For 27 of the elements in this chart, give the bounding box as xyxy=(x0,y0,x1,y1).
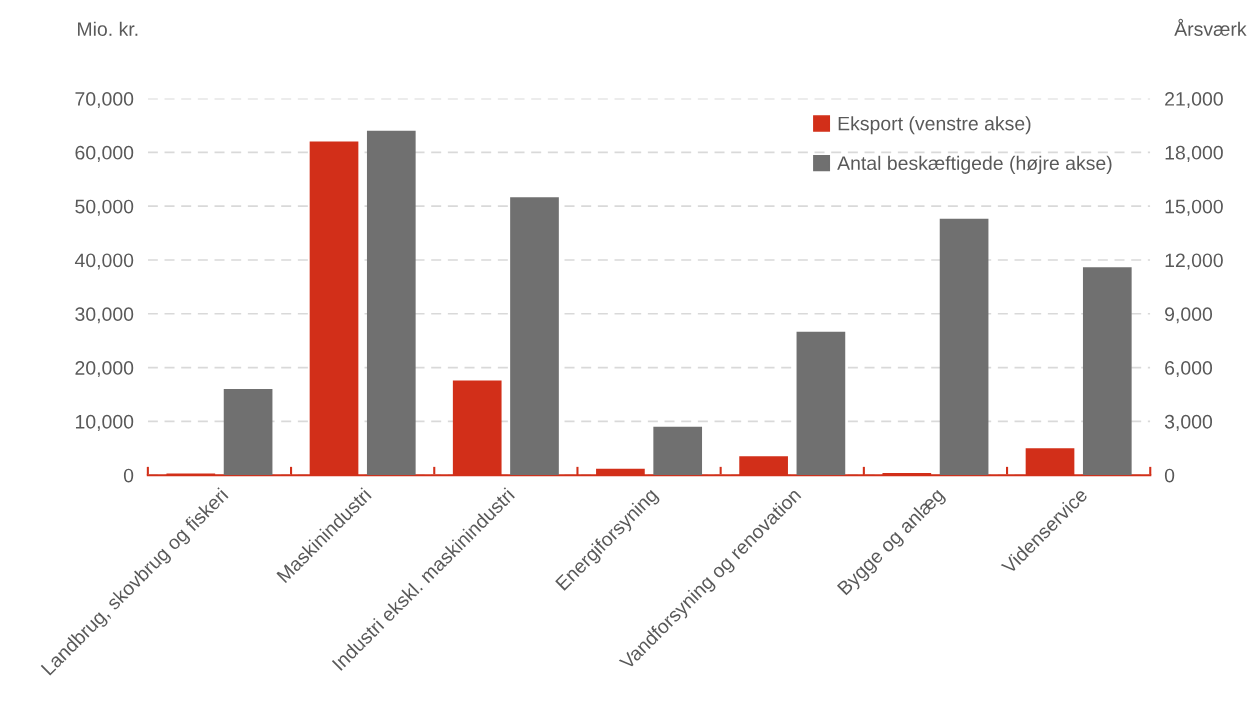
y2-tick-label: 15,000 xyxy=(1165,199,1223,216)
bar xyxy=(653,426,703,476)
y-tick-label: 20,000 xyxy=(75,361,134,378)
y-tick-label: 50,000 xyxy=(75,199,134,216)
y-tick-label: 40,000 xyxy=(74,253,134,270)
bar xyxy=(1082,267,1132,476)
bar xyxy=(366,130,416,476)
y-tick-label: 30,000 xyxy=(75,307,134,324)
bar xyxy=(796,331,846,476)
bar xyxy=(510,197,559,476)
y-axis-title: Mio. kr. xyxy=(78,21,138,36)
y2-axis-title: Årsværk xyxy=(1174,18,1247,36)
y-tick-label: 60,000 xyxy=(75,145,134,162)
bar xyxy=(939,218,989,476)
bar xyxy=(223,389,273,476)
y-tick-label: 0 xyxy=(123,468,134,483)
y-tick-label: 10,000 xyxy=(75,414,134,431)
y2-tick-label: 6,000 xyxy=(1165,361,1213,378)
y2-tick-label: 21,000 xyxy=(1165,92,1223,109)
y2-tick-label: 9,000 xyxy=(1165,307,1213,324)
y-tick-label: 70,000 xyxy=(75,92,134,109)
y2-tick-label: 3,000 xyxy=(1164,414,1213,431)
y2-tick-label: 12,000 xyxy=(1165,253,1223,270)
y2-tick-label: 0 xyxy=(1164,468,1175,483)
legend-label: Eksport (venstre akse) xyxy=(838,116,1031,135)
legend-label: Antal beskæftigede (højre akse) xyxy=(837,155,1112,174)
y2-tick-label: 18,000 xyxy=(1165,145,1223,162)
